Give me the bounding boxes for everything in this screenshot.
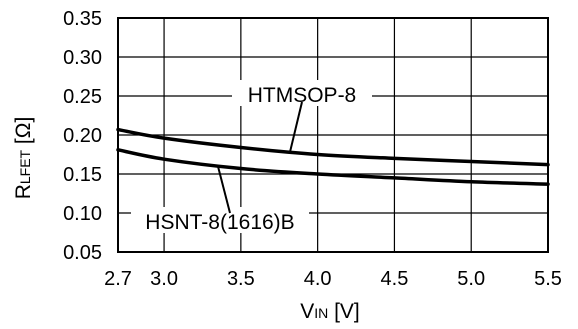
series-lines bbox=[116, 127, 550, 186]
y-axis-label-main: R bbox=[12, 184, 35, 199]
y-tick-label: 0.15 bbox=[63, 164, 102, 186]
y-tick-label: 0.35 bbox=[63, 8, 102, 30]
annotation-background bbox=[131, 207, 309, 233]
y-tick-label: 0.30 bbox=[63, 47, 102, 69]
y-axis-label-unit: [Ω] bbox=[12, 117, 35, 150]
plot-frame bbox=[117, 17, 549, 253]
y-axis-label-sub: LFET bbox=[17, 149, 33, 184]
y-axis-label: RLFET [Ω] bbox=[12, 117, 35, 200]
series-line-1 bbox=[116, 148, 550, 186]
y-tick-label: 0.05 bbox=[63, 242, 102, 264]
y-tick-labels: 0.05 0.10 0.15 0.20 0.25 0.30 0.35 bbox=[63, 8, 102, 264]
y-tick-label: 0.20 bbox=[63, 125, 102, 147]
y-tick-label: 0.25 bbox=[63, 86, 102, 108]
x-tick-label: 5.5 bbox=[534, 268, 562, 290]
x-axis-label: VIN [V] bbox=[300, 300, 360, 323]
x-tick-label: 3.5 bbox=[227, 268, 255, 290]
annotation-leader-line bbox=[289, 101, 303, 153]
series-line-0 bbox=[116, 127, 550, 167]
annotation-background bbox=[232, 80, 372, 106]
annotation-leader-line bbox=[216, 165, 231, 214]
annotations: HTMSOP-8 HSNT-8(1616)B bbox=[131, 80, 372, 234]
annotation-label-0: HTMSOP-8 bbox=[248, 84, 357, 107]
y-tick-label: 0.10 bbox=[63, 203, 102, 225]
x-tick-label: 5.0 bbox=[457, 268, 485, 290]
x-axis-label-unit: [V] bbox=[328, 300, 360, 323]
x-axis-label-sub: IN bbox=[314, 305, 328, 321]
x-tick-label: 3.0 bbox=[150, 268, 178, 290]
x-tick-label: 4.5 bbox=[381, 268, 409, 290]
x-tick-label: 2.7 bbox=[104, 268, 132, 290]
x-axis-label-main: V bbox=[300, 300, 314, 323]
x-tick-labels: 2.7 3.0 3.5 4.0 4.5 5.0 5.5 bbox=[104, 268, 562, 290]
x-tick-label: 4.0 bbox=[304, 268, 332, 290]
annotation-label-1: HSNT-8(1616)B bbox=[145, 211, 294, 234]
